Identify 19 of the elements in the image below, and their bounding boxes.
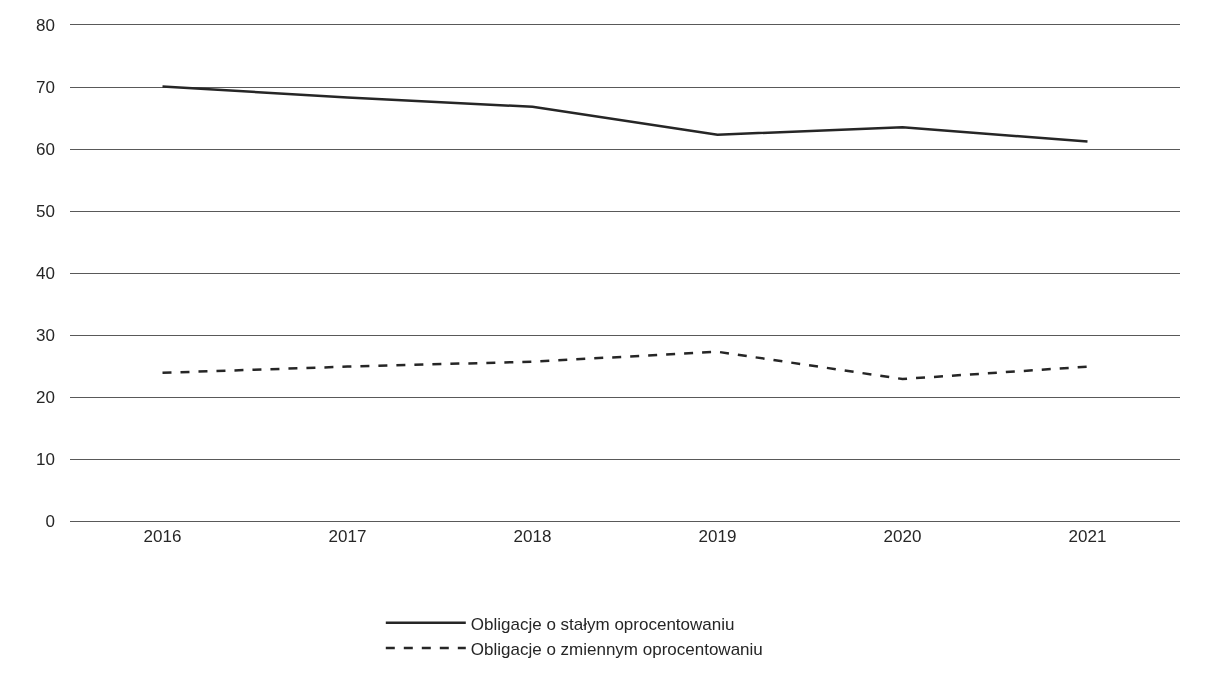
y-tick-label: 20 (36, 387, 55, 407)
legend-label: Obligacje o zmiennym oprocentowaniu (470, 639, 763, 659)
y-tick-label: 80 (36, 15, 55, 35)
x-tick-label: 2016 (143, 527, 182, 547)
y-tick-label: 60 (36, 139, 55, 159)
y-tick-label: 50 (36, 201, 55, 221)
x-tick-label: 2020 (883, 527, 922, 547)
x-tick-label: 2017 (328, 527, 367, 547)
x-tick-label: 2019 (698, 527, 737, 547)
line-series (161, 350, 1089, 381)
legend-label: Obligacje o stałym oprocentowaniu (470, 614, 735, 634)
x-tick-label: 2021 (1068, 527, 1107, 547)
y-tick-label: 40 (36, 263, 55, 283)
y-tick-label: 30 (36, 325, 55, 345)
y-tick-label: 0 (45, 511, 55, 531)
y-tick-label: 70 (36, 77, 55, 97)
x-tick-label: 2018 (513, 527, 552, 547)
line-series (161, 85, 1089, 143)
y-tick-label: 10 (36, 449, 55, 469)
